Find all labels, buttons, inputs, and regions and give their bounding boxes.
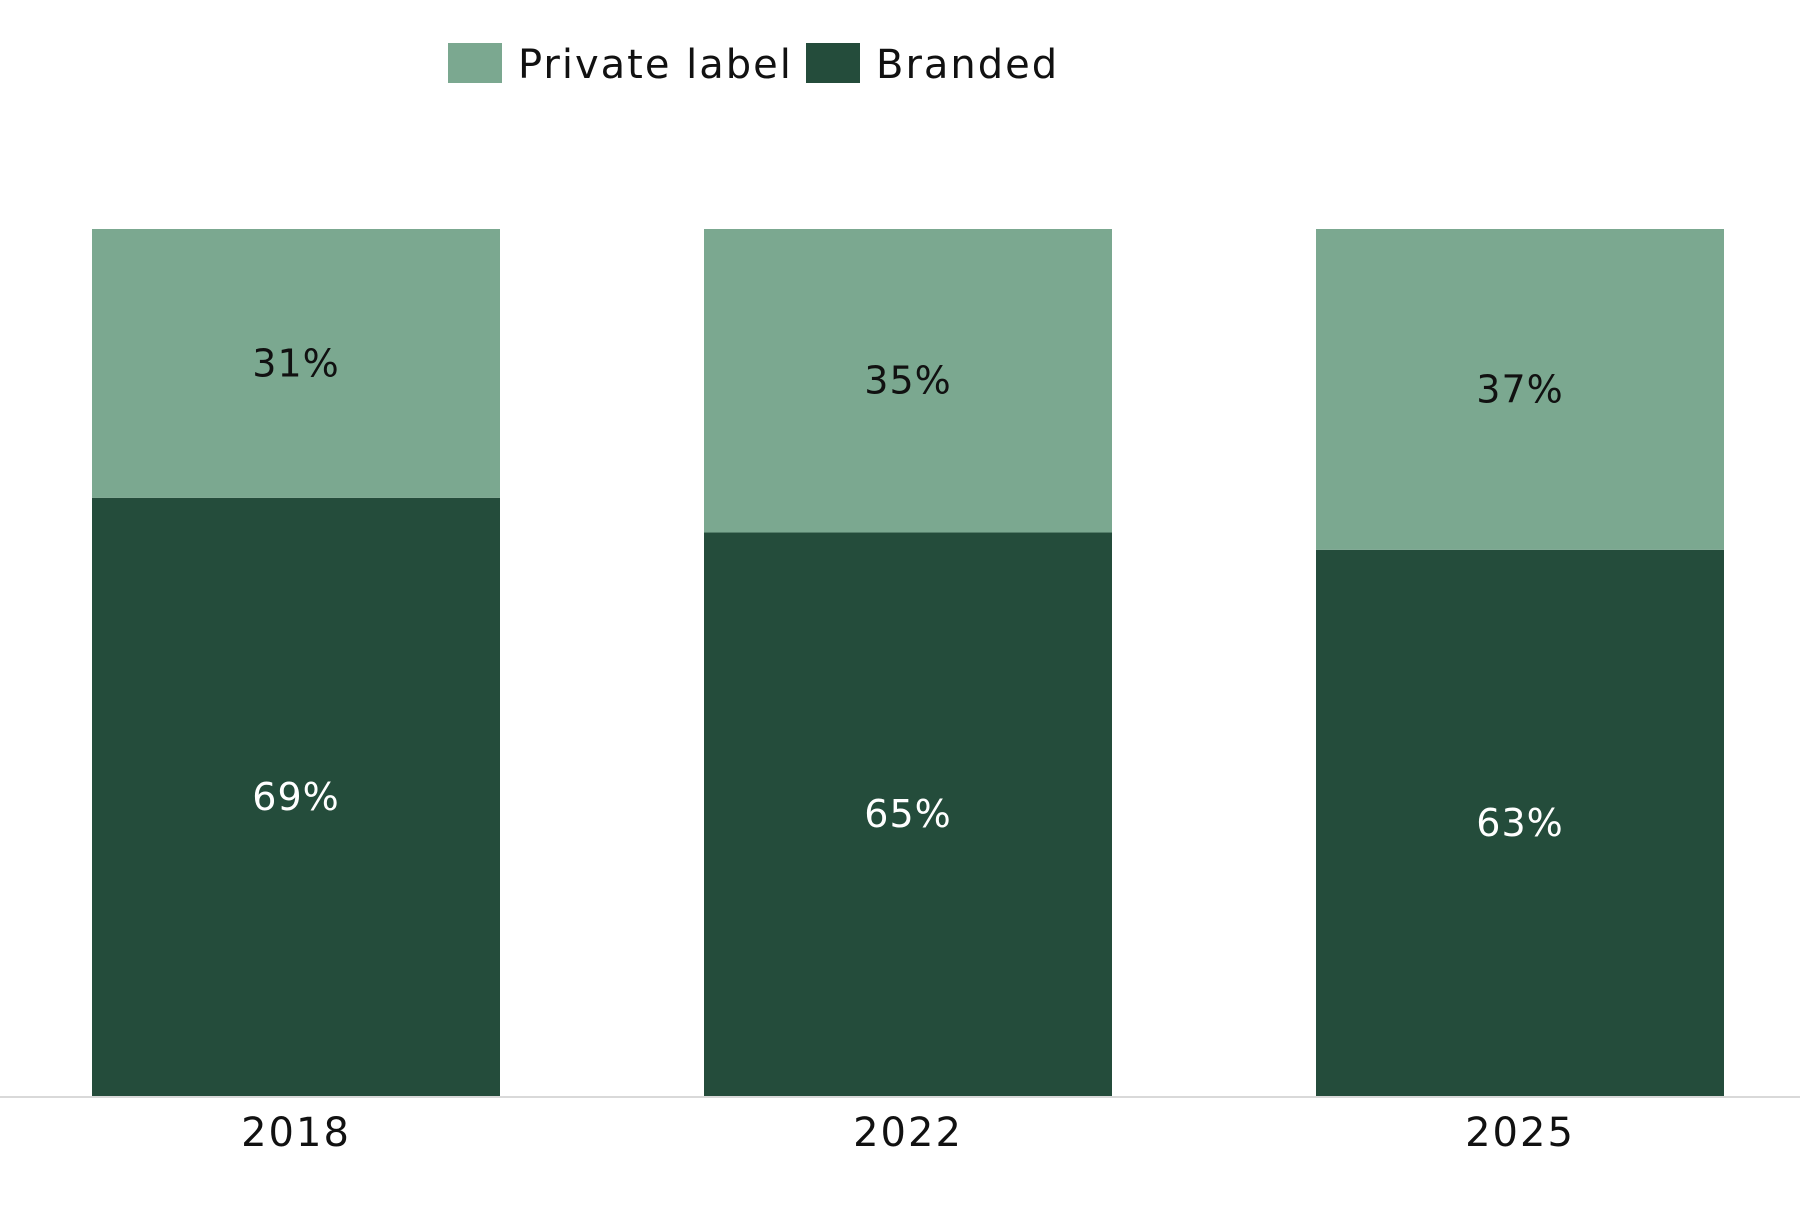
x-tick-label-2018: 2018 (241, 1110, 351, 1156)
bar-groups: 69% 31% 65% 35% 63% 37% (92, 229, 1724, 1096)
bar-group-2022: 65% 35% (704, 229, 1112, 1096)
x-tick-label-2025: 2025 (1465, 1110, 1575, 1156)
bar-branded-2022 (704, 532, 1112, 1096)
bar-private-label-2022 (704, 229, 1112, 533)
bar-branded-2025 (1316, 549, 1724, 1096)
x-axis-tick-labels: 2018 2022 2025 (241, 1110, 1575, 1156)
data-label-private-label-2018: 31% (252, 341, 339, 385)
legend-label-private-label: Private label (518, 42, 793, 88)
bar-branded-2018 (92, 497, 500, 1096)
chart-legend: Private label Branded (448, 42, 1059, 88)
x-tick-label-2022: 2022 (853, 1110, 963, 1156)
data-label-branded-2018: 69% (252, 775, 339, 819)
bar-private-label-2018 (92, 229, 500, 498)
legend-label-branded: Branded (876, 42, 1059, 88)
bar-private-label-2025 (1316, 229, 1724, 550)
legend-swatch-branded (806, 43, 860, 83)
legend-swatch-private-label (448, 43, 502, 83)
bar-group-2018: 69% 31% (92, 229, 500, 1096)
legend-item-private-label: Private label (448, 42, 793, 88)
legend-item-branded: Branded (806, 42, 1059, 88)
data-label-private-label-2025: 37% (1476, 367, 1563, 411)
data-label-branded-2025: 63% (1476, 801, 1563, 845)
data-label-branded-2022: 65% (864, 792, 951, 836)
data-label-private-label-2022: 35% (864, 359, 951, 403)
bar-group-2025: 63% 37% (1316, 229, 1724, 1096)
